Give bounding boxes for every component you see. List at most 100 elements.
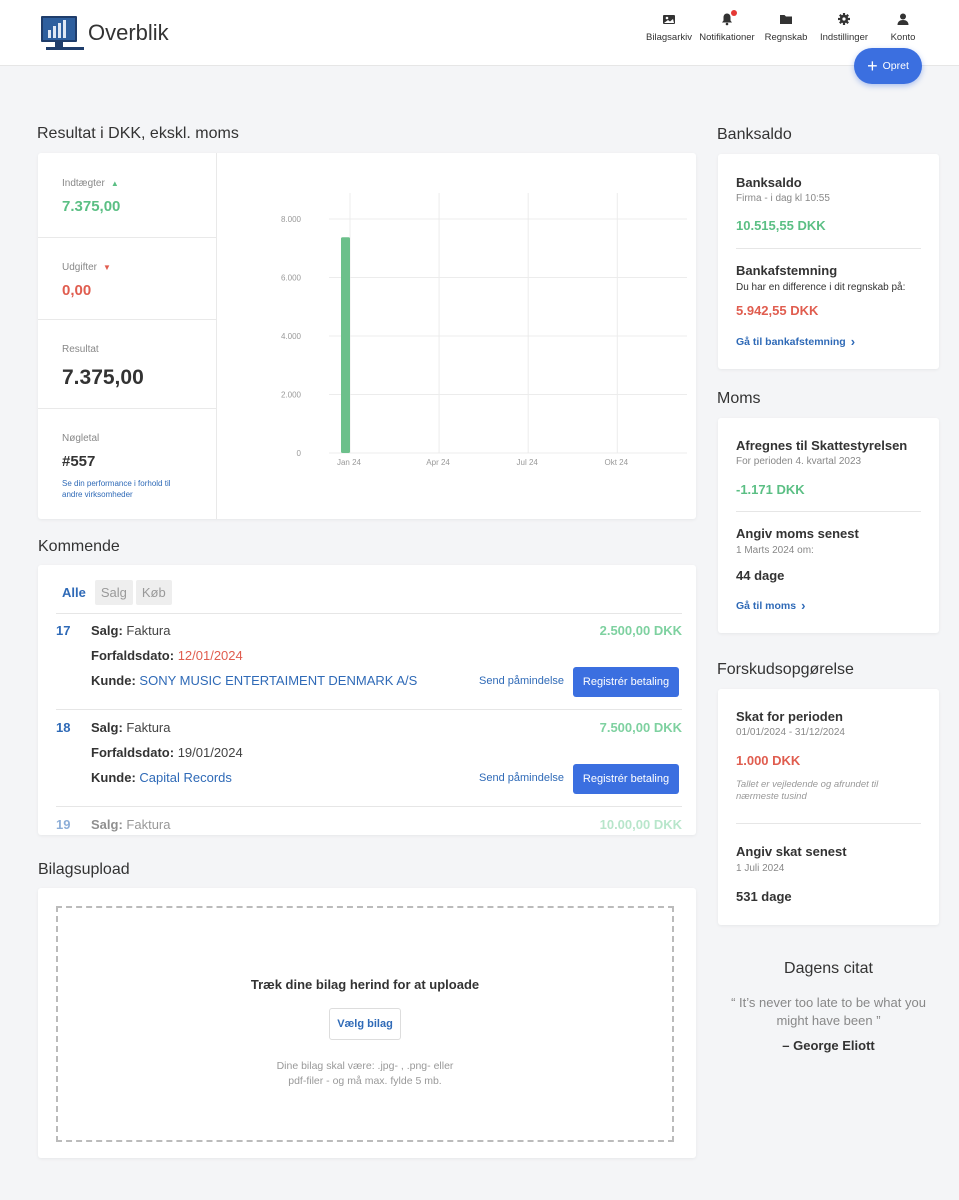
result-card: Indtægter ▲ 7.375,00 Udgifter ▼ 0,00 Resul… [38, 153, 696, 519]
bell-icon [722, 13, 732, 26]
bank-recon-link[interactable]: Gå til bankafstemning › [736, 334, 855, 349]
entry-number[interactable]: 19 [56, 817, 71, 832]
send-reminder-link[interactable]: Send påmindelse [479, 675, 565, 687]
vat-link[interactable]: Gå til moms › [736, 598, 805, 613]
gear-icon [838, 13, 850, 25]
performance-link-line: Se din performance i forhold til [62, 479, 171, 488]
x-tick-label: Apr 24 [426, 458, 450, 467]
nav-label: Regnskab [764, 32, 808, 43]
entry-customer-label: Kunde: [91, 770, 136, 785]
entry-number[interactable]: 17 [56, 623, 71, 638]
entry-amount: 2.500,00 DKK [599, 623, 682, 638]
register-payment-button[interactable]: Registrér betaling [573, 667, 679, 697]
entry-due-label: Forfaldsdato: [91, 745, 175, 760]
recon-value: 5.942,55 DKK [736, 303, 819, 318]
chart-bar [341, 237, 350, 453]
entry-type: Salg: Faktura [91, 817, 171, 832]
upload-card: Træk dine bilag herind for at uploade Væ… [38, 888, 696, 1158]
income-label: Indtægter [62, 178, 105, 189]
create-button[interactable]: + Opret [854, 48, 922, 84]
vat-deadline-value: 44 dage [736, 568, 785, 583]
quote-title: Dagens citat [784, 960, 873, 977]
upload-hint-line: Dine bilag skal være: .jpg- , .png- elle… [276, 1060, 454, 1072]
entry-amount: 7.500,00 DKK [599, 720, 682, 735]
register-payment-button[interactable]: Registrér betaling [573, 764, 679, 794]
divider [736, 248, 921, 249]
create-label: Opret [882, 60, 909, 72]
result-value: 7.375,00 [62, 366, 144, 389]
entry-number[interactable]: 18 [56, 720, 71, 735]
tab-salg[interactable]: Salg [94, 580, 133, 605]
vat-deadline-title: Angiv moms senest [736, 526, 859, 541]
nav-bilagsarkiv[interactable]: Bilagsarkiv [645, 12, 693, 43]
nav-indstillinger[interactable]: Indstillinger [817, 12, 871, 43]
tax-period: 01/01/2024 - 31/12/2024 [736, 727, 845, 738]
nav-notifikationer[interactable]: Notifikationer [697, 10, 757, 43]
recon-title: Bankafstemning [736, 263, 838, 278]
tax-section-title: Forskudsopgørelse [717, 661, 854, 678]
quote-line: “ It’s never too late to be what you [731, 995, 926, 1010]
list-item: 19 Salg: Faktura 10.00,00 DKK [56, 817, 682, 835]
performance-link[interactable]: Se din performance i forhold til andre v… [62, 479, 216, 501]
customer-link[interactable]: Capital Records [139, 770, 232, 785]
divider [56, 709, 682, 710]
vat-card: Afregnes til Skattestyrelsen For periode… [718, 418, 939, 633]
bank-card: Banksaldo Firma - i dag kl 10:55 10.515,… [718, 154, 939, 369]
tab-alle[interactable]: Alle [62, 585, 86, 600]
upcoming-section-title: Kommende [38, 538, 120, 555]
entry-due: Forfaldsdato: 12/01/2024 [91, 648, 243, 663]
quote-author: – George Eliott [782, 1038, 875, 1053]
key-figure-value: #557 [62, 453, 96, 470]
bank-balance: 10.515,55 DKK [736, 218, 826, 233]
chevron-right-icon: › [850, 334, 856, 349]
nav-label: Indstillinger [819, 32, 869, 43]
send-reminder-link[interactable]: Send påmindelse [479, 772, 565, 784]
nav-konto[interactable]: Konto [885, 12, 921, 43]
performance-link-line: andre virksomheder [62, 489, 133, 499]
upload-dropzone[interactable]: Træk dine bilag herind for at uploade Væ… [56, 906, 674, 1142]
x-tick-label: Jan 24 [337, 458, 362, 467]
upload-hint-line: pdf-filer - og må max. fylde 5 mb. [288, 1075, 442, 1088]
entry-due: Forfaldsdato: 19/01/2024 [91, 745, 243, 760]
expenses-kpi: Udgifter ▼ 0,00 [38, 238, 216, 320]
x-tick-label: Jul 24 [517, 458, 539, 467]
entry-customer-label: Kunde: [91, 673, 136, 688]
divider [736, 511, 921, 512]
tax-value: 1.000 DKK [736, 753, 801, 768]
result-section-title: Resultat i DKK, ekskl. moms [37, 125, 239, 142]
key-figure-kpi: Nøgletal #557 Se din performance i forho… [38, 409, 216, 519]
user-icon [897, 13, 909, 25]
entry-type-label: Salg: [91, 623, 123, 638]
tab-koeb[interactable]: Køb [135, 580, 172, 605]
nav-label: Konto [890, 32, 916, 43]
nav-label: Notifikationer [699, 32, 755, 43]
y-tick-label: 8.000 [281, 215, 302, 224]
entry-due-label: Forfaldsdato: [91, 648, 175, 663]
nav-label: Bilagsarkiv [646, 32, 692, 43]
result-kpi: Resultat 7.375,00 [38, 320, 216, 409]
divider [56, 806, 682, 807]
images-icon [663, 15, 675, 24]
result-label: Resultat [62, 344, 99, 355]
upcoming-tabs: Alle Salg Køb [56, 580, 172, 605]
plus-icon: + [867, 56, 878, 76]
customer-link[interactable]: SONY MUSIC ENTERTAIMENT DENMARK A/S [139, 673, 418, 688]
arrow-up-icon: ▲ [110, 179, 119, 188]
quote-line: might have been ” [776, 1013, 881, 1029]
app-logo-icon [41, 16, 84, 50]
list-item: 18 Salg: Faktura 7.500,00 DKK Forfaldsda… [56, 720, 682, 800]
vat-section-title: Moms [717, 390, 761, 407]
result-chart: 8.000 6.000 4.000 2.000 0 Jan 24 Apr 24 Jul 24 O… [281, 193, 687, 467]
vat-link-label: Gå til moms [736, 599, 797, 612]
nav-regnskab[interactable]: Regnskab [763, 12, 809, 43]
choose-file-button[interactable]: Vælg bilag [329, 1008, 401, 1040]
tax-deadline-subtitle: 1 Juli 2024 [736, 863, 785, 874]
tax-title: Skat for perioden [736, 709, 843, 724]
vat-value: -1.171 DKK [736, 482, 805, 497]
bank-recon-link-label: Gå til bankafstemning [736, 335, 846, 348]
upload-hint: Dine bilag skal være: .jpg- , .png- elle… [58, 1059, 672, 1089]
entry-customer: Kunde: Capital Records [91, 770, 232, 785]
entry-type-value: Faktura [126, 623, 171, 638]
notification-badge [731, 10, 737, 16]
top-bar: Overblik Bilagsarkiv Notifikationer Regn… [0, 0, 959, 66]
